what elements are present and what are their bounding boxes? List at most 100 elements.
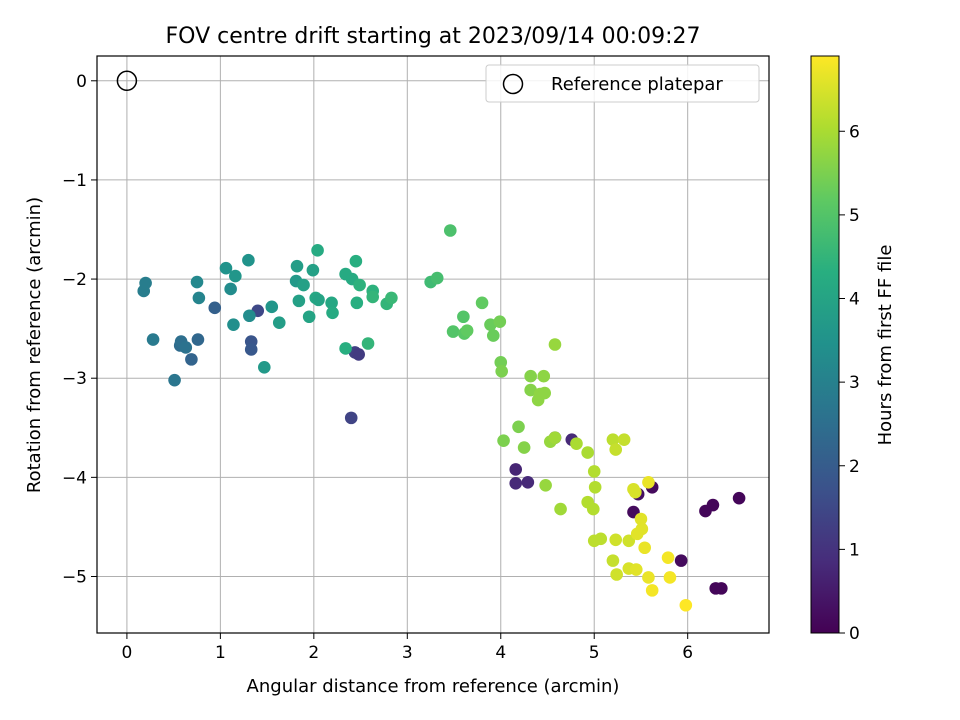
data-point [208, 301, 222, 315]
data-point [361, 337, 375, 350]
data-point [185, 353, 198, 366]
reference-point [116, 70, 138, 92]
data-point [352, 348, 365, 361]
data-point [242, 253, 255, 267]
data-point [302, 310, 316, 324]
colorbar-tick-label: 3 [849, 373, 860, 393]
reference-marker [116, 70, 138, 92]
data-point [227, 318, 240, 331]
data-point [385, 291, 398, 305]
data-point [570, 437, 583, 450]
data-point [609, 443, 623, 456]
data-point [306, 263, 320, 277]
data-point [642, 571, 655, 584]
data-point [493, 315, 507, 328]
data-point [606, 554, 620, 567]
y-tick-label: −3 [62, 369, 87, 389]
data-point [297, 278, 310, 292]
data-point [674, 554, 688, 567]
data-point [587, 465, 601, 478]
data-point [521, 476, 535, 489]
data-point [663, 571, 677, 584]
data-point [732, 491, 746, 505]
data-point [497, 434, 510, 447]
data-point [548, 338, 562, 351]
data-point [326, 306, 339, 320]
y-axis-label: Rotation from reference (arcmin) [24, 197, 45, 493]
data-point [661, 551, 675, 564]
data-point [475, 296, 489, 310]
data-point [366, 290, 380, 304]
data-point [495, 364, 508, 378]
data-point [524, 369, 537, 383]
data-point [272, 316, 286, 329]
data-point [622, 534, 636, 548]
data-point [191, 333, 205, 346]
x-axis-ticks: 0 1 2 3 4 5 6 [121, 633, 693, 663]
legend-marker [502, 73, 524, 95]
grid [97, 56, 769, 633]
data-point [594, 532, 608, 546]
chart-title: FOV centre drift starting at 2023/09/14 … [166, 24, 701, 49]
data-point [350, 296, 364, 310]
data-point [339, 342, 352, 355]
data-point [486, 329, 500, 342]
data-point [699, 504, 712, 518]
data-point [219, 261, 233, 275]
data-point [588, 480, 602, 494]
data-point [679, 598, 693, 612]
data-point [265, 300, 279, 314]
colorbar-ticks: 0 1 2 3 4 5 6 [839, 122, 860, 644]
data-point [430, 271, 444, 285]
data-point [168, 373, 181, 387]
data-point [257, 361, 271, 374]
data-point [292, 294, 306, 308]
y-tick-label: −1 [62, 171, 87, 191]
data-point [512, 420, 525, 434]
data-point [645, 584, 659, 597]
data-point [538, 386, 551, 400]
legend-label: Reference platepar [551, 74, 723, 95]
data-point [509, 476, 523, 490]
data-point [629, 563, 643, 576]
data-point [325, 296, 338, 310]
colorbar-gradient [810, 55, 840, 634]
data-point [581, 446, 594, 459]
data-point [609, 533, 623, 547]
data-point [554, 502, 567, 516]
y-tick-label: −2 [62, 270, 87, 290]
data-point [443, 224, 457, 237]
x-tick-label: 0 [121, 643, 132, 663]
data-point [638, 541, 651, 555]
data-point [243, 309, 256, 323]
colorbar-tick-label: 4 [849, 290, 860, 310]
colorbar-tick-label: 6 [849, 122, 860, 142]
data-point [539, 478, 552, 492]
legend-box [485, 64, 760, 103]
x-tick-label: 5 [589, 643, 600, 663]
data-point [229, 269, 242, 283]
x-tick-label: 3 [402, 643, 413, 663]
data-point [457, 310, 470, 324]
colorbar-tick-label: 5 [849, 206, 860, 226]
data-point [446, 325, 460, 338]
data-point [606, 433, 620, 446]
colorbar-tick-label: 1 [849, 540, 860, 560]
data-point [244, 343, 258, 356]
data-point [139, 276, 152, 290]
x-tick-label: 6 [682, 643, 693, 663]
data-point [146, 333, 160, 346]
data-point [715, 582, 728, 595]
colorbar: 0 1 2 3 4 5 6 Hours from first FF file [810, 55, 896, 644]
y-tick-label: 0 [76, 72, 87, 92]
data-point [537, 369, 551, 383]
data-point [349, 254, 363, 268]
data-point [312, 293, 325, 307]
x-tick-label: 4 [495, 643, 506, 663]
colorbar-tick-label: 2 [849, 457, 860, 477]
y-tick-label: −4 [62, 468, 87, 488]
data-point [344, 411, 358, 425]
plot-frame [96, 55, 770, 634]
data-point [517, 441, 531, 454]
data-point [179, 341, 193, 354]
